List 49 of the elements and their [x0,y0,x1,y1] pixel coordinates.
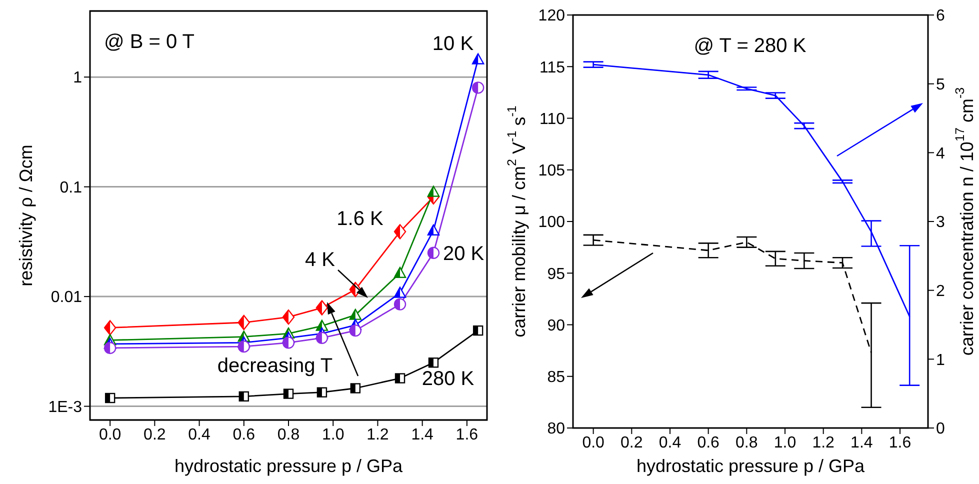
y-tick-label: 0.1 [60,179,82,196]
annotation: 20 K [443,243,485,265]
x-tick-label: 1.4 [850,434,873,452]
y-axis-title: resistivity ρ / Ωcm [16,144,36,286]
annotation: 1.6 K [336,208,384,230]
x-tick-label: 1.6 [456,426,478,444]
y-tick-label: 0.01 [50,289,82,306]
annotation: 280 K [422,368,475,390]
y-tick-label: 85 [547,369,566,386]
y-tick-label: 95 [547,266,566,283]
x-tick-label: 1.6 [888,434,912,452]
y-tick-label: 80 [547,420,566,438]
y-tick-label: 115 [539,59,566,76]
annotation: decreasing T [217,355,333,377]
y-tick-label: 1 [73,70,82,87]
annotation: 10 K [432,33,474,55]
y-tick-label: 120 [538,8,566,25]
y-tick-label: 105 [538,162,566,180]
x-axis-title: hydrostatic pressure p / GPa [174,456,404,476]
y2-tick-label: 5 [936,76,945,94]
annotation: @ B = 0 T [104,31,195,53]
x-tick-label: 1.4 [411,426,434,444]
x-tick-label: 1.2 [812,434,835,452]
x-tick-label: 1.0 [322,426,344,444]
x-tick-label: 1.2 [366,426,389,444]
x-tick-label: 0.6 [232,426,256,444]
y2-tick-label: 4 [936,145,945,162]
y2-tick-label: 2 [936,283,945,300]
x-tick-label: 0.2 [144,426,166,444]
annotation: 4 K [304,249,336,271]
annotation: @ T = 280 K [694,35,807,57]
y-tick-label: 1E-3 [48,398,82,416]
x-tick-label: 0.6 [697,434,720,452]
y2-tick-label: 1 [936,352,945,369]
x-tick-label: 0.8 [736,434,758,452]
y2-tick-label: 0 [936,420,945,438]
y-tick-label: 90 [547,317,566,334]
x-tick-label: 0.4 [188,426,211,444]
x-tick-label: 0.0 [98,426,122,444]
x-tick-label: 0.8 [277,426,300,444]
y-tick-label: 110 [539,110,566,128]
y2-tick-label: 3 [936,214,945,232]
x-tick-label: 0.0 [582,434,605,452]
y-tick-label: 100 [538,214,566,232]
y2-tick-label: 6 [936,8,945,25]
x-tick-label: 1.0 [774,434,796,452]
x-tick-label: 0.2 [620,434,643,452]
x-axis-title: hydrostatic pressure p / GPa [636,456,866,476]
x-tick-label: 0.4 [658,434,682,452]
